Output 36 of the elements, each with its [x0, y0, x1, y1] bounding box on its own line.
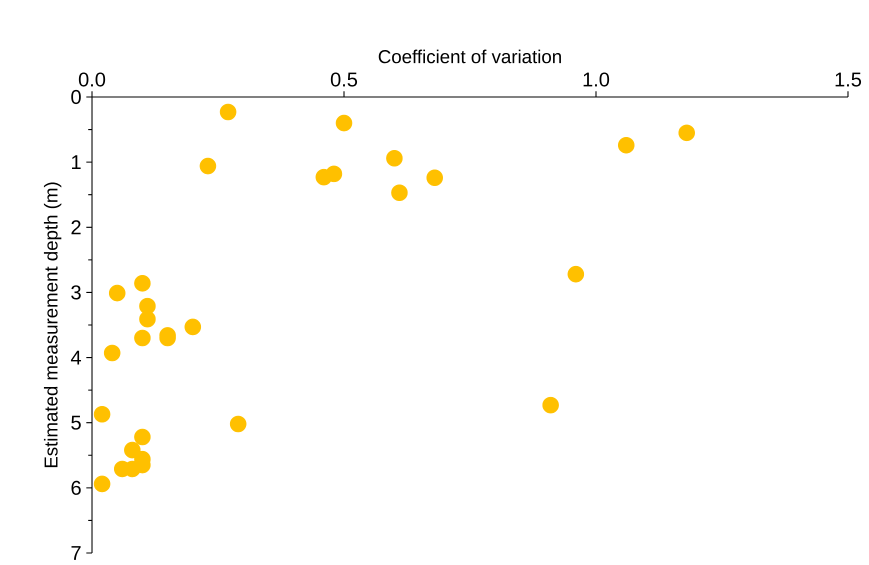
point [124, 442, 141, 458]
point [134, 275, 151, 292]
point [94, 476, 110, 492]
point [94, 406, 110, 423]
point [568, 266, 584, 282]
point [618, 136, 635, 154]
x-tick-label: 1.0 [584, 72, 610, 87]
point [542, 396, 559, 414]
point [104, 344, 120, 362]
point [184, 318, 202, 336]
y-tick-label: 7 [72, 546, 81, 560]
point [391, 184, 408, 202]
point [678, 124, 695, 142]
y-axis-title: Estimated measurement depth (m) [44, 182, 62, 468]
y-tick-label: 6 [72, 480, 81, 495]
point [316, 168, 332, 186]
point [220, 104, 236, 120]
y-tick-label: 0 [71, 90, 81, 104]
point [426, 170, 443, 186]
x-tick-label: 0.0 [78, 72, 106, 87]
point [134, 330, 151, 346]
point [230, 416, 246, 432]
point [108, 284, 126, 302]
x-tick-label: 1.5 [836, 72, 862, 87]
y-tick-label: 2 [71, 220, 81, 234]
point [336, 114, 352, 132]
y-tick-label: 1 [72, 155, 81, 170]
y-tick-label: 5 [71, 416, 81, 430]
point [200, 158, 216, 174]
y-tick-label: 3 [71, 285, 81, 300]
y-tick-label: 4 [70, 350, 82, 364]
x-axis-title: Coefficient of variation [378, 50, 561, 64]
point [139, 310, 156, 328]
point [386, 150, 403, 167]
point [134, 428, 151, 446]
x-tick-label: 0.5 [330, 72, 358, 87]
